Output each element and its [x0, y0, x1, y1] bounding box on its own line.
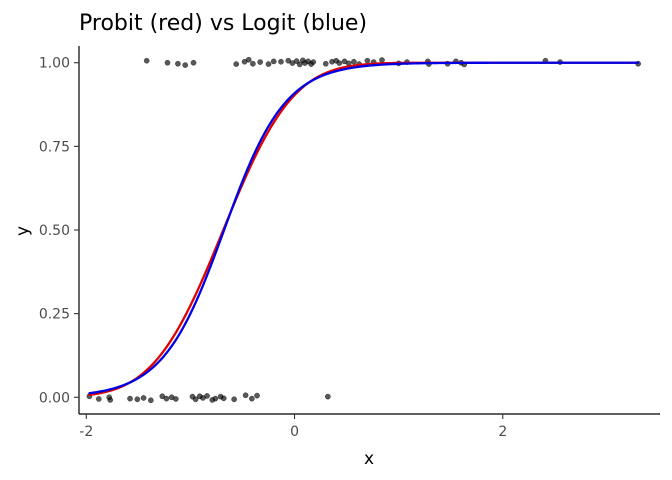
data-point — [173, 396, 179, 402]
y-axis-label: y — [13, 226, 33, 236]
data-point — [192, 396, 199, 403]
data-point — [336, 60, 343, 66]
data-point — [379, 57, 385, 63]
data-point — [351, 58, 357, 65]
data-point — [212, 395, 219, 402]
data-point — [140, 395, 147, 401]
y-tick-label: 1.00 — [39, 56, 70, 72]
data-point — [265, 61, 272, 67]
data-point — [245, 56, 252, 63]
data-point — [322, 60, 329, 67]
data-point — [204, 393, 210, 399]
y-tick-label: 0.00 — [39, 390, 70, 406]
data-point — [296, 61, 303, 68]
data-point — [254, 392, 260, 399]
chart-title: Probit (red) vs Logit (blue) — [79, 11, 367, 36]
data-point — [134, 396, 141, 403]
data-point — [325, 393, 331, 400]
data-point — [231, 396, 237, 403]
data-point — [164, 59, 171, 66]
data-point — [148, 397, 154, 404]
data-point — [278, 58, 284, 65]
data-point — [107, 397, 114, 403]
y-tick-label: 0.50 — [39, 223, 70, 239]
data-point — [233, 61, 240, 67]
data-point — [364, 57, 371, 64]
x-axis-label: x — [364, 449, 374, 469]
data-point — [182, 62, 189, 68]
x-axis-ticks: -2 0 2 — [79, 414, 507, 440]
data-point — [163, 395, 170, 402]
data-point — [310, 59, 317, 65]
data-point — [249, 395, 255, 402]
data-point — [95, 396, 102, 402]
x-tick-label: -2 — [79, 424, 93, 440]
x-tick-label: 0 — [290, 424, 299, 440]
data-point — [143, 57, 150, 64]
data-point — [190, 59, 197, 66]
data-point — [270, 58, 277, 65]
curves-layer — [88, 61, 640, 396]
x-tick-label: 2 — [498, 424, 507, 440]
data-point — [159, 393, 166, 400]
y-tick-label: 0.25 — [39, 307, 70, 323]
data-point — [175, 60, 181, 67]
data-point — [250, 60, 256, 67]
data-point — [285, 57, 292, 64]
points-layer — [86, 56, 641, 404]
data-point — [127, 395, 133, 402]
plot-area — [86, 56, 641, 404]
y-axis-ticks: 0.00 0.25 0.50 0.75 1.00 — [39, 56, 79, 406]
y-tick-label: 0.75 — [39, 139, 70, 155]
data-point — [220, 395, 227, 402]
data-point — [242, 392, 249, 399]
logit-curve — [88, 61, 640, 395]
data-point — [257, 59, 263, 65]
